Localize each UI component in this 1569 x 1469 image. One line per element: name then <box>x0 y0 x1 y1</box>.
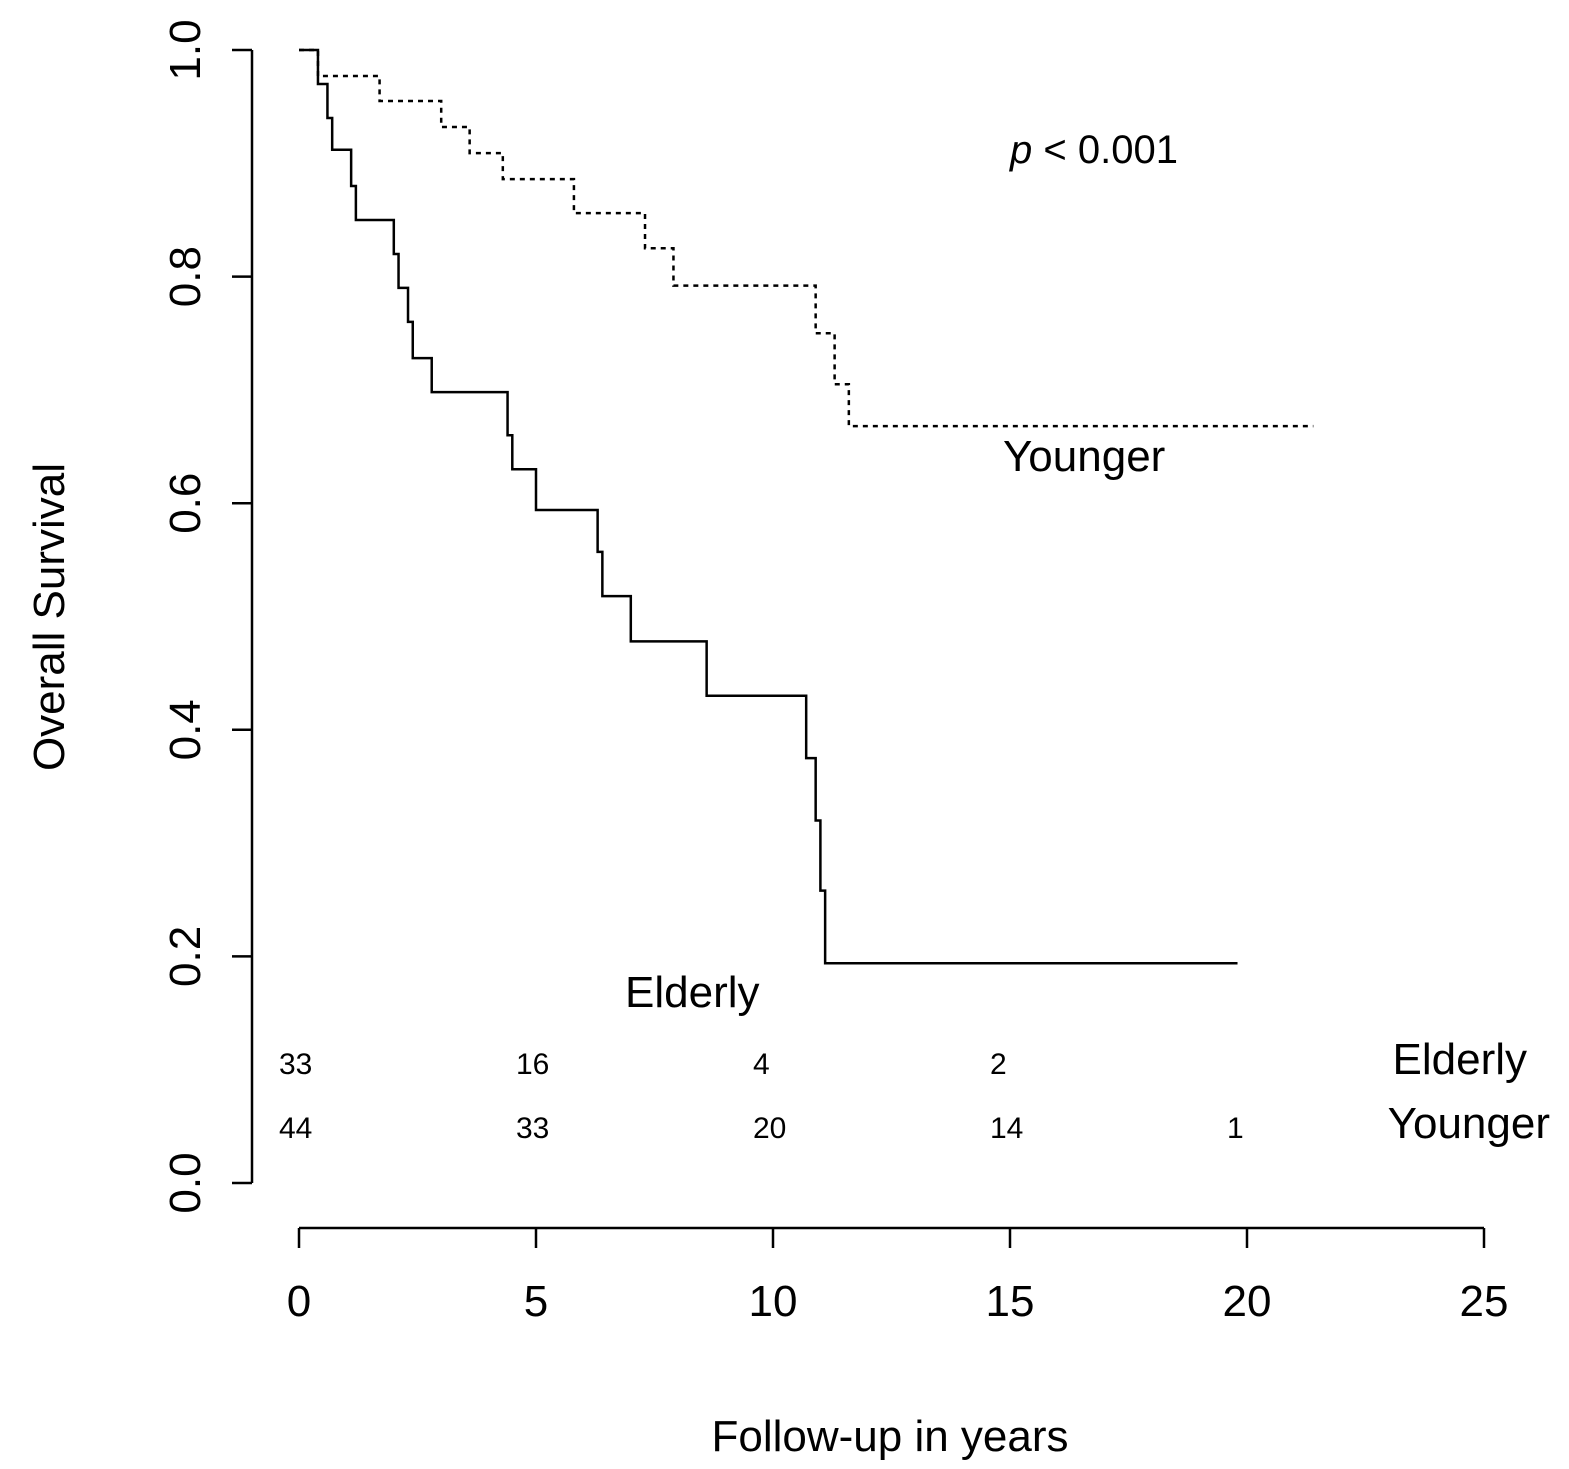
y-axis-title: Overall Survival <box>25 463 74 771</box>
risk-count-younger-5: 33 <box>516 1112 549 1145</box>
y-tick-label-1: 0.2 <box>161 926 210 987</box>
y-tick-label-2: 0.4 <box>161 699 210 760</box>
x-tick-label-3: 15 <box>986 1277 1035 1326</box>
y-tick-label-5: 1.0 <box>161 19 210 80</box>
x-tick-label-4: 20 <box>1223 1277 1272 1326</box>
risk-count-elderly-5: 16 <box>516 1048 549 1081</box>
survival-curves <box>299 48 1314 965</box>
y-tick-label-4: 0.8 <box>161 246 210 307</box>
risk-count-younger-15: 14 <box>990 1112 1023 1145</box>
x-tick-label-1: 5 <box>524 1277 548 1326</box>
x-tick-label-0: 0 <box>287 1277 311 1326</box>
y-tick-label-0: 0.0 <box>161 1152 210 1213</box>
risk-count-elderly-0: 33 <box>279 1048 312 1081</box>
series-label-elderly: Elderly <box>625 968 760 1017</box>
risk-count-elderly-10: 4 <box>753 1048 770 1081</box>
x-tick-label-2: 10 <box>749 1277 798 1326</box>
x-tick-label-5: 25 <box>1460 1277 1509 1326</box>
series-label-younger: Younger <box>1003 432 1165 481</box>
risk-count-younger-20: 1 <box>1227 1112 1244 1145</box>
risk-count-elderly-15: 2 <box>990 1048 1007 1081</box>
number-at-risk-table: 33 16 4 2 44 33 20 14 1 <box>279 1048 1244 1145</box>
risk-count-younger-0: 44 <box>279 1112 312 1145</box>
series-line-elderly <box>299 48 1238 965</box>
x-axis-ticks: 0 5 10 15 20 25 <box>287 1228 1509 1326</box>
risk-row-label-younger: Younger <box>1388 1099 1550 1148</box>
y-tick-label-3: 0.6 <box>161 473 210 534</box>
series-line-younger <box>299 48 1314 428</box>
x-axis-title: Follow-up in years <box>711 1412 1068 1461</box>
p-value-annotation: p < 0.001 <box>1009 128 1178 172</box>
risk-count-younger-10: 20 <box>753 1112 786 1145</box>
y-axis-ticks: 0.0 0.2 0.4 0.6 0.8 1.0 <box>161 19 252 1214</box>
risk-row-label-elderly: Elderly <box>1393 1035 1528 1084</box>
